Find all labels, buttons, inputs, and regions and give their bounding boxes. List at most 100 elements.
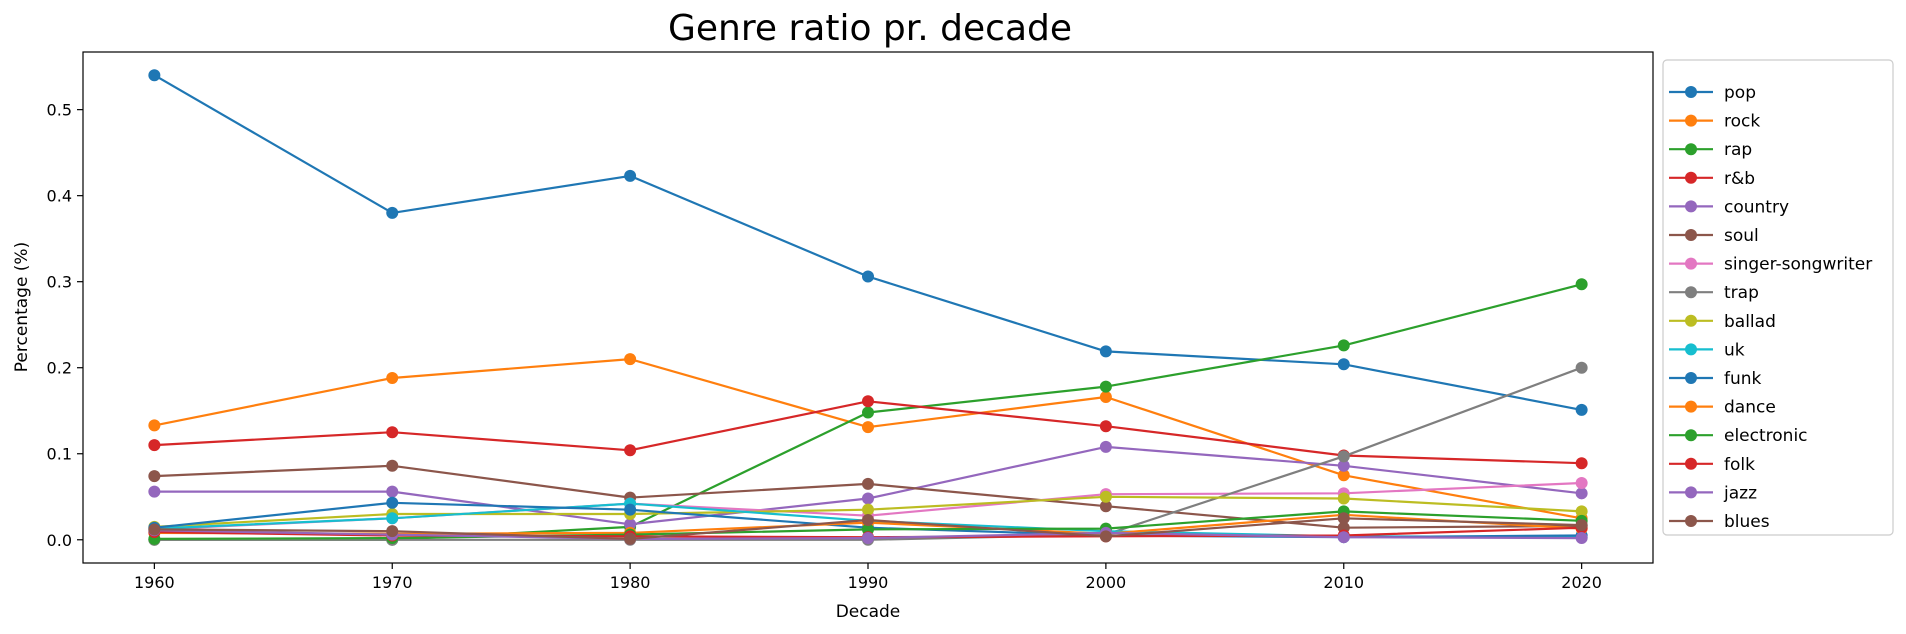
data-point-rap xyxy=(1337,339,1350,352)
legend-item-electronic: electronic xyxy=(1669,426,1808,446)
data-point-pop xyxy=(1337,358,1350,371)
legend-item-dance: dance xyxy=(1669,398,1776,418)
legend-item-folk: folk xyxy=(1669,455,1755,475)
data-point-rock xyxy=(148,419,161,432)
legend-marker xyxy=(1685,486,1697,499)
x-tick-label: 2010 xyxy=(1323,573,1364,592)
x-tick-label: 2020 xyxy=(1561,573,1602,592)
legend-label: jazz xyxy=(1723,483,1757,503)
legend-item-blues: blues xyxy=(1669,512,1770,532)
series-country xyxy=(148,440,1588,531)
data-point-ballad xyxy=(1099,490,1112,503)
data-point-country xyxy=(148,485,161,498)
legend-marker xyxy=(1685,343,1697,356)
legend-marker xyxy=(1685,200,1697,213)
data-point-pop xyxy=(862,270,874,283)
data-point-soul xyxy=(148,470,161,483)
y-tick-label: 0.4 xyxy=(47,187,72,206)
legend-marker xyxy=(1685,400,1697,413)
x-tick-label: 1990 xyxy=(848,573,889,592)
data-point-rock xyxy=(1099,390,1112,403)
legend: pop rock rap r&b country soul singer-songwrite… xyxy=(1662,59,1894,536)
x-tick-label: 1960 xyxy=(134,573,175,592)
legend-label: ballad xyxy=(1724,312,1776,332)
y-tick-label: 0.0 xyxy=(47,531,72,550)
legend-label: soul xyxy=(1724,226,1759,246)
legend-label: trap xyxy=(1724,283,1759,303)
legend-item-funk: funk xyxy=(1669,369,1762,389)
legend-item-country: country xyxy=(1669,197,1789,217)
legend-marker xyxy=(1685,286,1697,299)
legend-label: blues xyxy=(1724,512,1770,532)
data-point-trap xyxy=(1575,361,1588,374)
data-point-r-b xyxy=(386,426,399,439)
data-point-rock xyxy=(624,353,637,366)
data-point-rock xyxy=(1337,469,1350,482)
data-point-country xyxy=(862,492,874,505)
data-point-soul xyxy=(862,477,874,490)
legend-label: r&b xyxy=(1724,169,1755,189)
data-point-country xyxy=(1575,487,1588,500)
legend-label: dance xyxy=(1724,398,1776,418)
data-point-country xyxy=(624,518,637,531)
data-point-country xyxy=(1337,459,1350,472)
legend-items: pop rock rap r&b country soul singer-songwrite… xyxy=(1669,83,1872,532)
data-point-pop xyxy=(386,206,399,219)
series-pop xyxy=(148,69,1588,416)
legend-marker xyxy=(1685,257,1697,270)
legend-marker xyxy=(1685,229,1697,241)
legend-item-ballad: ballad xyxy=(1669,312,1776,332)
data-point-singer-songwriter xyxy=(1575,476,1588,489)
legend-marker xyxy=(1685,372,1697,384)
data-point-rap xyxy=(1099,380,1112,393)
data-point-r-b xyxy=(1099,420,1112,433)
legend-item-soul: soul xyxy=(1669,226,1759,246)
legend-item-r-b: r&b xyxy=(1669,169,1755,189)
data-point-jazz xyxy=(862,532,874,545)
data-point-pop xyxy=(624,169,637,182)
data-point-blues xyxy=(624,532,637,545)
data-point-r-b xyxy=(862,395,874,408)
legend-marker xyxy=(1685,114,1697,127)
x-tick-label: 2000 xyxy=(1086,573,1127,592)
legend-item-rock: rock xyxy=(1669,112,1760,132)
legend-label: singer-songwriter xyxy=(1724,255,1872,275)
data-point-blues xyxy=(1575,519,1588,532)
legend-label: uk xyxy=(1724,340,1745,360)
legend-box xyxy=(1662,59,1894,536)
data-point-soul xyxy=(1099,500,1112,513)
plot-layer xyxy=(148,69,1588,546)
data-point-jazz xyxy=(1575,532,1588,545)
data-point-ballad xyxy=(1337,492,1350,505)
legend-item-jazz: jazz xyxy=(1669,483,1757,503)
chart-title: Genre ratio pr. decade xyxy=(668,8,1072,49)
data-point-pop xyxy=(1099,345,1112,358)
data-point-uk xyxy=(386,512,399,525)
y-tick-label: 0.5 xyxy=(47,101,72,120)
data-point-r-b xyxy=(624,444,637,457)
legend-label: pop xyxy=(1724,83,1756,103)
y-tick-label: 0.3 xyxy=(47,273,72,292)
legend-item-uk: uk xyxy=(1669,340,1745,360)
legend-item-rap: rap xyxy=(1669,140,1752,160)
data-point-rock xyxy=(862,421,874,434)
data-point-ballad xyxy=(862,503,874,516)
y-tick-label: 0.2 xyxy=(47,359,72,378)
data-point-trap xyxy=(1337,450,1350,463)
legend-item-pop: pop xyxy=(1669,83,1756,103)
data-point-rap xyxy=(1575,278,1588,291)
legend-marker xyxy=(1685,86,1697,98)
data-point-pop xyxy=(148,69,161,82)
data-point-country xyxy=(386,485,399,498)
y-tick-label: 0.1 xyxy=(47,445,72,464)
data-point-blues xyxy=(1099,530,1112,543)
data-point-blues xyxy=(1337,512,1350,525)
legend-label: country xyxy=(1724,197,1789,217)
data-point-rap xyxy=(862,406,874,419)
legend-label: rap xyxy=(1724,140,1752,160)
data-point-rock xyxy=(386,372,399,385)
legend-marker xyxy=(1685,171,1697,184)
data-point-blues xyxy=(862,513,874,526)
legend-item-singer-songwriter: singer-songwriter xyxy=(1669,255,1872,275)
